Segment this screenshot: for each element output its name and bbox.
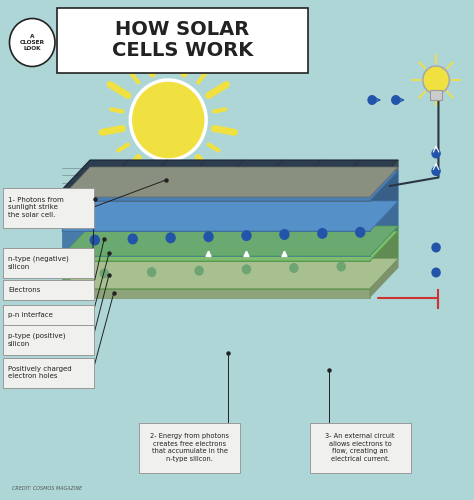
Circle shape [317, 228, 328, 239]
Text: Positively charged
electron holes: Positively charged electron holes [8, 366, 72, 380]
Circle shape [241, 230, 252, 241]
Circle shape [165, 232, 176, 243]
Polygon shape [62, 171, 398, 201]
Text: p-n interface: p-n interface [8, 312, 53, 318]
Circle shape [367, 95, 377, 105]
Polygon shape [62, 226, 398, 256]
Text: A
CLOSER
LOOK: A CLOSER LOOK [19, 34, 45, 51]
Circle shape [431, 166, 441, 176]
Text: p-type (positive)
silicon: p-type (positive) silicon [8, 333, 65, 347]
Polygon shape [62, 167, 398, 197]
Circle shape [100, 268, 109, 278]
FancyBboxPatch shape [3, 325, 94, 355]
Polygon shape [370, 201, 398, 256]
Polygon shape [62, 258, 398, 288]
Polygon shape [62, 190, 370, 197]
Polygon shape [62, 288, 370, 298]
Polygon shape [370, 171, 398, 231]
Circle shape [423, 66, 449, 94]
Polygon shape [370, 226, 398, 261]
Polygon shape [62, 197, 370, 201]
Circle shape [90, 234, 100, 246]
Circle shape [279, 229, 290, 240]
Polygon shape [62, 231, 398, 261]
Circle shape [130, 80, 206, 160]
Polygon shape [62, 160, 398, 190]
Circle shape [431, 148, 441, 158]
FancyBboxPatch shape [57, 8, 308, 72]
Polygon shape [370, 258, 398, 298]
FancyBboxPatch shape [310, 422, 410, 472]
Polygon shape [62, 201, 398, 231]
Text: CREDIT: COSMOS MAGAZINE: CREDIT: COSMOS MAGAZINE [12, 486, 82, 491]
Polygon shape [370, 231, 398, 288]
Circle shape [337, 262, 346, 272]
Circle shape [147, 267, 156, 277]
Polygon shape [370, 167, 398, 201]
Circle shape [194, 266, 204, 276]
Text: n-type (negative)
silicon: n-type (negative) silicon [8, 256, 69, 270]
Circle shape [431, 268, 441, 278]
Polygon shape [62, 256, 370, 261]
Circle shape [203, 231, 214, 242]
FancyBboxPatch shape [3, 248, 94, 278]
Circle shape [9, 18, 55, 66]
Circle shape [391, 95, 401, 105]
FancyBboxPatch shape [3, 280, 94, 300]
Text: 3- An external circuit
allows electrons to
flow, creating an
electrical current.: 3- An external circuit allows electrons … [326, 433, 395, 462]
FancyBboxPatch shape [430, 90, 442, 100]
Polygon shape [62, 201, 370, 231]
Polygon shape [62, 261, 370, 288]
Circle shape [242, 264, 251, 274]
Text: 1- Photons from
sunlight strike
the solar cell.: 1- Photons from sunlight strike the sola… [8, 196, 64, 218]
Circle shape [355, 227, 365, 238]
FancyBboxPatch shape [139, 422, 240, 472]
Polygon shape [62, 231, 370, 256]
FancyBboxPatch shape [3, 358, 94, 388]
FancyBboxPatch shape [3, 305, 94, 325]
Polygon shape [370, 160, 398, 197]
Circle shape [128, 234, 138, 244]
Circle shape [431, 242, 441, 252]
Text: 2- Energy from photons
creates free electrons
that accumulate in the
n-type sili: 2- Energy from photons creates free elec… [150, 433, 229, 462]
Text: HOW SOLAR
CELLS WORK: HOW SOLAR CELLS WORK [112, 20, 253, 59]
Text: Electrons: Electrons [8, 287, 40, 293]
Circle shape [289, 263, 299, 273]
FancyBboxPatch shape [3, 188, 94, 228]
